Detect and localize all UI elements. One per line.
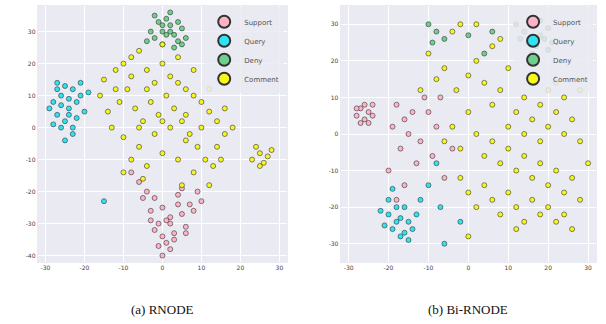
svg-text:0: 0 [466, 264, 470, 271]
svg-text:-20: -20 [384, 264, 394, 271]
svg-text:-10: -10 [424, 264, 434, 271]
svg-text:20: 20 [28, 60, 36, 67]
svg-text:-30: -30 [344, 264, 354, 271]
svg-text:Comment: Comment [244, 76, 279, 84]
svg-text:30: 30 [28, 28, 36, 35]
svg-text:-20: -20 [26, 188, 36, 195]
svg-text:20: 20 [237, 264, 245, 271]
svg-text:20: 20 [331, 57, 339, 64]
svg-text:-10: -10 [119, 264, 129, 271]
svg-text:-20: -20 [329, 203, 339, 210]
svg-text:0: 0 [335, 130, 339, 137]
svg-text:-40: -40 [26, 252, 36, 259]
svg-text:(a) RNODE: (a) RNODE [131, 302, 194, 317]
svg-text:Deny: Deny [553, 57, 571, 65]
svg-text:-10: -10 [26, 156, 36, 163]
svg-text:10: 10 [331, 94, 339, 101]
svg-text:10: 10 [198, 264, 206, 271]
svg-text:Support: Support [244, 19, 272, 27]
svg-text:10: 10 [504, 264, 512, 271]
svg-text:-20: -20 [80, 264, 90, 271]
svg-text:Query: Query [553, 38, 574, 46]
svg-text:0: 0 [161, 264, 165, 271]
svg-text:Support: Support [553, 19, 581, 27]
svg-text:20: 20 [544, 264, 552, 271]
svg-text:Deny: Deny [244, 57, 262, 65]
svg-text:-30: -30 [26, 220, 36, 227]
svg-text:Comment: Comment [553, 76, 588, 84]
svg-text:30: 30 [584, 264, 592, 271]
svg-text:30: 30 [276, 264, 284, 271]
svg-text:30: 30 [331, 20, 339, 27]
svg-text:-30: -30 [41, 264, 51, 271]
svg-text:Query: Query [244, 38, 265, 46]
svg-text:-30: -30 [329, 240, 339, 247]
svg-text:-10: -10 [329, 167, 339, 174]
svg-text:10: 10 [28, 92, 36, 99]
svg-text:0: 0 [32, 124, 36, 131]
svg-text:(b) Bi-RNODE: (b) Bi-RNODE [428, 302, 508, 317]
